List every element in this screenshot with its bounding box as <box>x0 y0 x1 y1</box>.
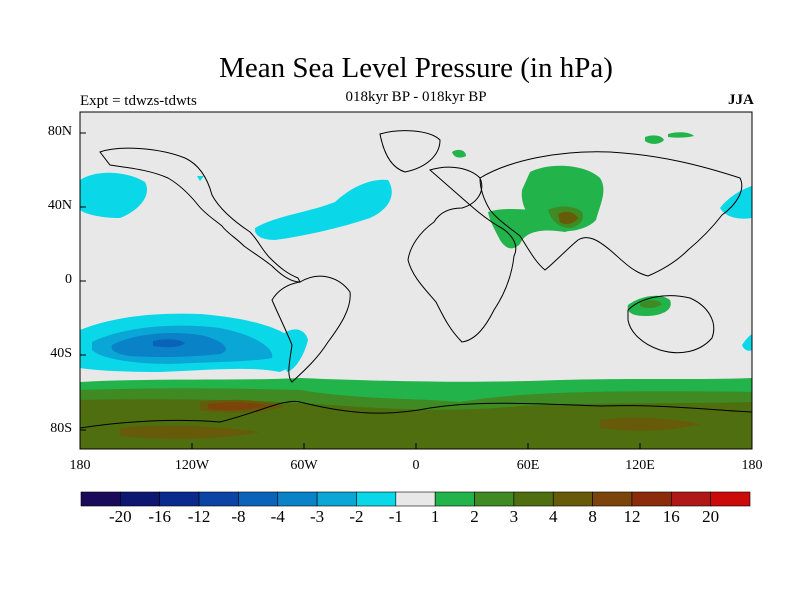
contour-region-olivegreen-australia <box>640 300 662 309</box>
contour-region-brown-south-3 <box>600 417 700 431</box>
contour-region-cyan-south-atlantic <box>281 329 308 372</box>
longitude-label: 60W <box>290 458 318 473</box>
colorbar-label: -2 <box>349 507 364 526</box>
contour-region-green-greenland <box>452 149 466 158</box>
latitude-label: 80S <box>50 421 72 436</box>
coastline-north-america <box>99 147 301 283</box>
coastline-south-america <box>271 275 351 383</box>
map-panel <box>80 112 752 449</box>
latitude-label: 40N <box>47 198 72 213</box>
coastline-australia <box>627 295 715 354</box>
latitude-label: 0 <box>65 272 72 287</box>
longitude-label: 120E <box>625 458 655 473</box>
longitude-label: 120W <box>174 458 210 473</box>
contour-region-cyan-south-east <box>742 334 752 351</box>
colorbar-swatch <box>670 491 711 507</box>
colorbar-label: 4 <box>548 507 558 526</box>
colorbar-swatch <box>395 491 436 507</box>
colorbar-swatch <box>474 491 515 507</box>
colorbar-swatch <box>710 491 751 507</box>
colorbar-swatch <box>552 491 593 507</box>
contour-region-deepblue-south-pacific <box>153 339 185 348</box>
contour-region-brown-tibet <box>558 211 578 225</box>
colorbar-label: 2 <box>470 507 479 526</box>
contour-region-cyan-north-pacific <box>80 172 148 218</box>
contour-region-rust-south <box>208 402 268 411</box>
contour-region-green-arctic-1 <box>645 135 664 144</box>
experiment-label: Expt = tdwzs-tdwts <box>80 93 197 109</box>
colorbar-label: 16 <box>662 507 680 526</box>
colorbar-swatch <box>120 491 161 507</box>
colorbar-label: -20 <box>109 507 132 526</box>
contour-region-cyan-north-dot <box>197 176 204 181</box>
colorbar-swatch <box>316 491 357 507</box>
colorbar-label: -3 <box>310 507 325 526</box>
longitude-label: 180 <box>741 458 763 473</box>
colorbar-label: -8 <box>231 507 246 526</box>
colorbar-swatch <box>513 491 554 507</box>
colorbar-swatch <box>80 491 121 507</box>
longitude-label: 60E <box>516 458 540 473</box>
contour-region-cyan-north-atlantic <box>254 179 392 240</box>
colorbar-swatch <box>277 491 318 507</box>
coastline-antarctica <box>80 400 752 429</box>
colorbar-swatch <box>159 491 200 507</box>
colorbar-label: 8 <box>588 507 597 526</box>
colorbar-label: -12 <box>187 507 211 526</box>
latitude-ticks <box>80 132 86 431</box>
colorbar-swatch <box>631 491 672 507</box>
colorbar-swatch <box>356 491 397 507</box>
colorbar-swatch <box>238 491 279 507</box>
colorbar-swatch <box>592 491 633 507</box>
map-subtitle: 018kyr BP - 018kyr BP <box>345 89 487 105</box>
coastline-asia <box>479 151 743 277</box>
longitude-ticks <box>79 443 753 449</box>
latitude-label: 80N <box>47 124 72 139</box>
colorbar-label: 20 <box>702 507 720 526</box>
colorbar-label: -4 <box>270 507 285 526</box>
colorbar-swatch <box>198 491 239 507</box>
contour-region-green-arctic-2 <box>668 132 694 138</box>
colorbar-label: -1 <box>388 507 403 526</box>
coastline-greenland <box>379 130 441 173</box>
colorbar-label: 3 <box>509 507 519 526</box>
colorbar <box>80 491 751 507</box>
map-title: Mean Sea Level Pressure (in hPa) <box>219 52 613 84</box>
colorbar-swatch <box>434 491 475 507</box>
latitude-label: 40S <box>50 346 72 361</box>
colorbar-label: 1 <box>430 507 440 526</box>
contour-region-green-mideast <box>488 208 574 249</box>
season-label: JJA <box>728 92 754 108</box>
coastlines <box>80 130 752 429</box>
colorbar-label: -16 <box>148 507 172 526</box>
longitude-label: 180 <box>69 458 91 473</box>
contour-region-brown-south-2 <box>120 425 260 439</box>
coastline-europe-africa <box>407 166 517 343</box>
longitude-label: 0 <box>412 458 420 473</box>
colorbar-label: 12 <box>623 507 641 526</box>
